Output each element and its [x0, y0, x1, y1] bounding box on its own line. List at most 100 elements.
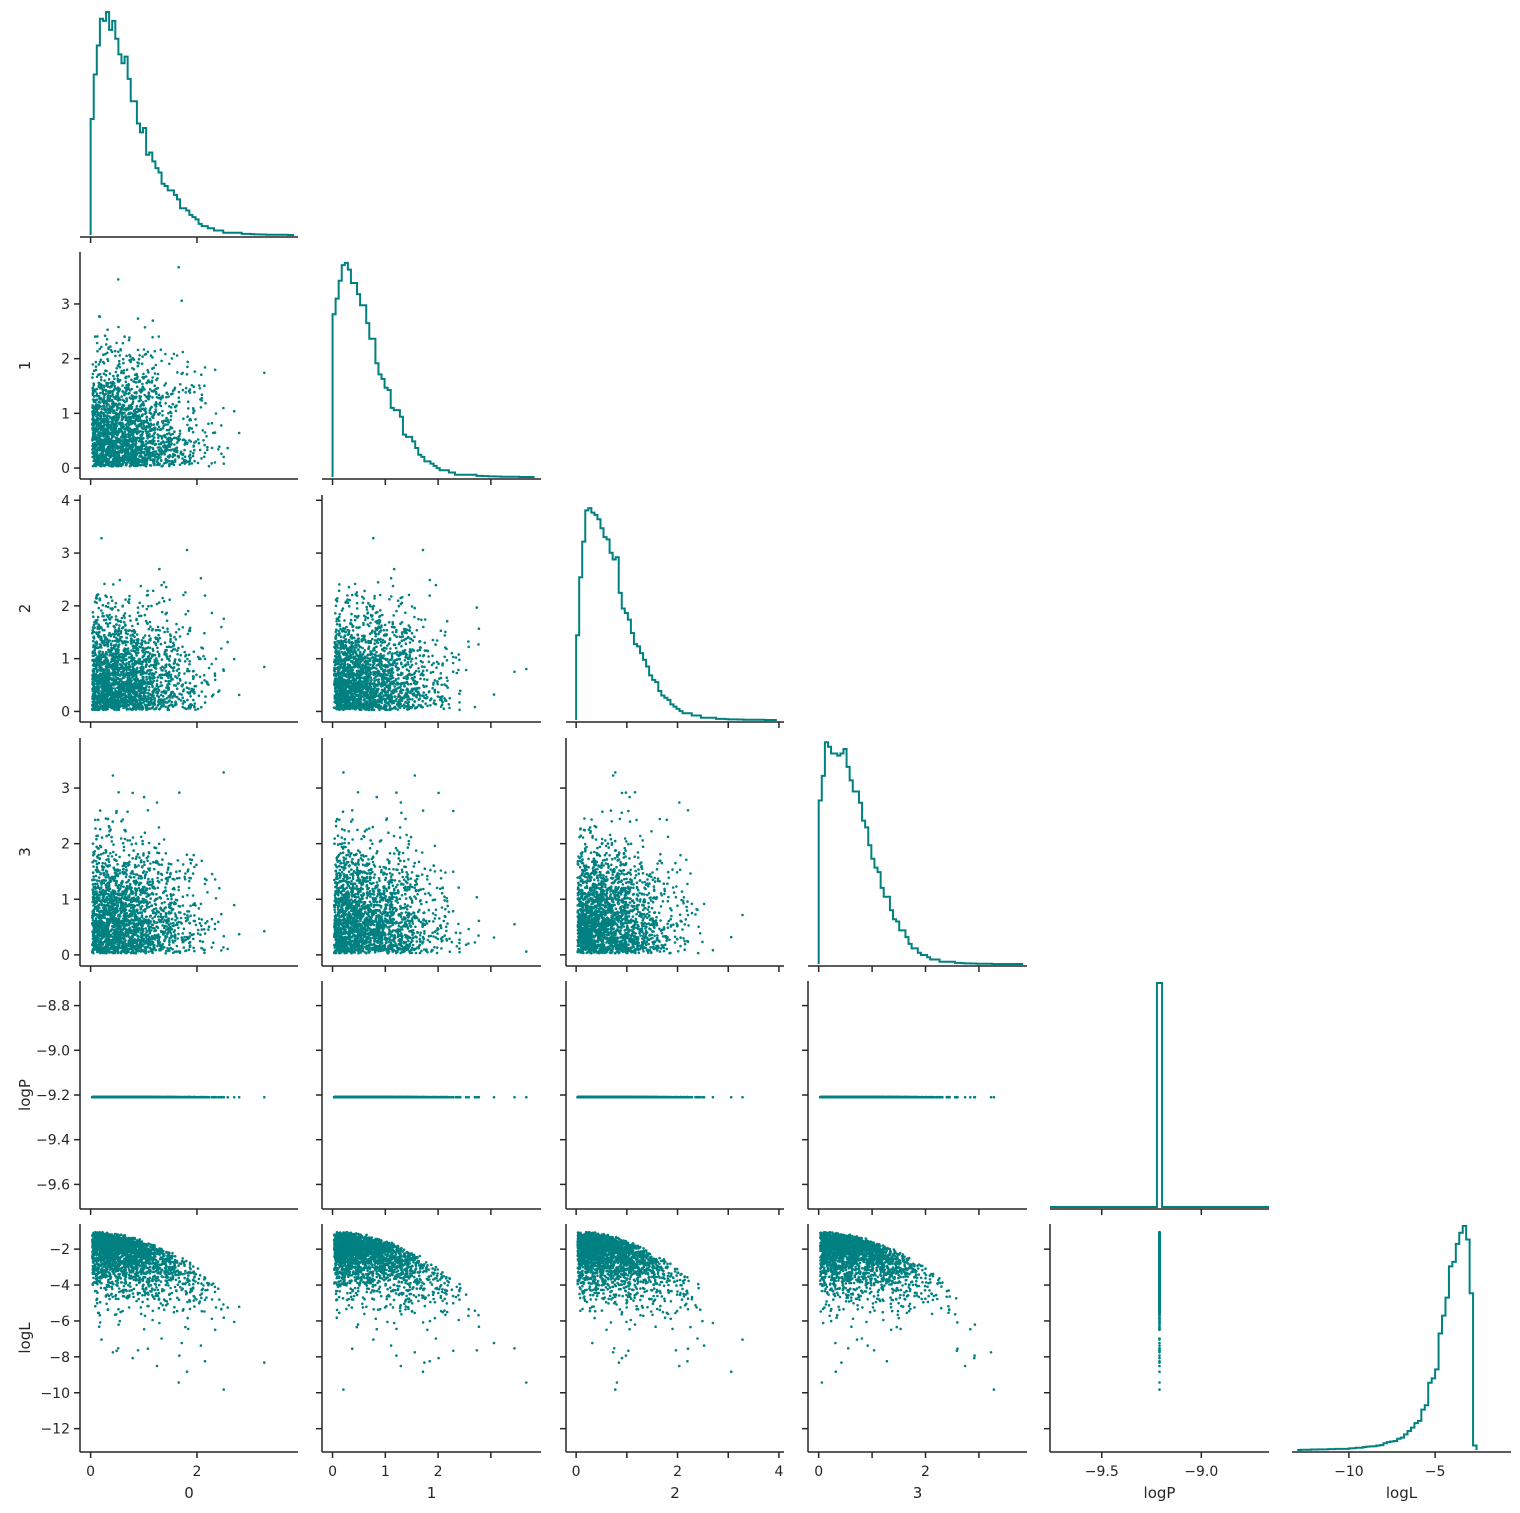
scatter-point: [149, 625, 152, 628]
scatter-point: [154, 372, 157, 375]
scatter-point: [117, 350, 120, 353]
scatter-point: [156, 679, 159, 682]
scatter-point: [184, 591, 187, 594]
scatter-point: [153, 697, 156, 700]
scatter-point: [153, 641, 156, 644]
scatter-point: [110, 381, 113, 384]
scatter-point: [118, 624, 121, 627]
scatter-point: [98, 315, 101, 318]
scatter-point: [152, 319, 155, 322]
scatter-point: [194, 709, 197, 712]
scatter-2-vs-0: [91, 537, 266, 711]
scatter-point: [135, 381, 138, 384]
scatter-point: [128, 412, 131, 415]
scatter-point: [98, 464, 101, 467]
scatter-point: [220, 626, 223, 629]
scatter-point: [161, 464, 164, 467]
scatter-point: [124, 629, 127, 632]
scatter-point: [127, 461, 130, 464]
scatter-point: [104, 594, 107, 597]
scatter-point: [96, 405, 99, 408]
scatter-point: [168, 363, 171, 366]
scatter-point: [112, 450, 115, 453]
scatter-point: [181, 646, 184, 649]
scatter-point: [148, 440, 151, 443]
scatter-point: [144, 326, 147, 329]
scatter-point: [106, 408, 109, 411]
scatter-point: [107, 452, 110, 455]
scatter-point: [102, 431, 105, 434]
scatter-point: [97, 412, 100, 415]
scatter-point: [178, 401, 181, 404]
scatter-point: [133, 631, 136, 634]
scatter-point: [182, 453, 185, 456]
scatter-point: [167, 412, 170, 415]
scatter-point: [117, 609, 120, 612]
scatter-point: [173, 454, 176, 457]
scatter-point: [111, 599, 114, 602]
scatter-point: [203, 384, 206, 387]
scatter-point: [164, 670, 167, 673]
scatter-point: [92, 640, 95, 643]
scatter-point: [96, 394, 99, 397]
scatter-point: [120, 448, 123, 451]
scatter-point: [132, 421, 135, 424]
scatter-point: [151, 396, 154, 399]
scatter-point: [203, 456, 206, 459]
scatter-point: [185, 461, 188, 464]
scatter-point: [92, 413, 95, 416]
scatter-point: [101, 450, 104, 453]
scatter-point: [123, 621, 126, 624]
scatter-point: [122, 416, 125, 419]
scatter-point: [151, 356, 154, 359]
scatter-point: [200, 406, 203, 409]
scatter-point: [157, 651, 160, 654]
scatter-point: [124, 458, 127, 461]
scatter-point: [128, 615, 131, 618]
scatter-point: [168, 421, 171, 424]
scatter-point: [108, 411, 111, 414]
y-tick-label: 0: [61, 461, 70, 477]
scatter-point: [165, 449, 168, 452]
scatter-point: [204, 366, 207, 369]
scatter-point: [123, 428, 126, 431]
scatter-point: [125, 377, 128, 380]
scatter-point: [158, 568, 161, 571]
scatter-point: [91, 376, 94, 379]
scatter-point: [144, 427, 147, 430]
scatter-point: [102, 421, 105, 424]
scatter-point: [198, 384, 201, 387]
scatter-point: [103, 634, 106, 637]
scatter-point: [158, 689, 161, 692]
scatter-point: [112, 583, 115, 586]
scatter-point: [160, 405, 163, 408]
scatter-point: [192, 407, 195, 410]
scatter-point: [160, 398, 163, 401]
scatter-point: [149, 453, 152, 456]
scatter-point: [141, 355, 144, 358]
scatter-point: [186, 373, 189, 376]
scatter-point: [126, 400, 129, 403]
scatter-point: [159, 456, 162, 459]
scatter-point: [170, 415, 173, 418]
scatter-point: [114, 350, 117, 353]
scatter-point: [170, 449, 173, 452]
scatter-point: [125, 409, 128, 412]
scatter-point: [102, 428, 105, 431]
scatter-point: [107, 396, 110, 399]
scatter-point: [128, 656, 131, 659]
scatter-point: [152, 447, 155, 450]
scatter-point: [136, 405, 139, 408]
scatter-point: [140, 395, 143, 398]
scatter-point: [138, 358, 141, 361]
scatter-point: [131, 676, 134, 679]
scatter-point: [128, 375, 131, 378]
scatter-point: [142, 373, 145, 376]
scatter-point: [96, 335, 99, 338]
scatter-point: [120, 422, 123, 425]
scatter-point: [109, 448, 112, 451]
scatter-point: [136, 407, 139, 410]
scatter-point: [136, 461, 139, 464]
scatter-point: [138, 417, 141, 420]
scatter-point: [91, 437, 94, 440]
